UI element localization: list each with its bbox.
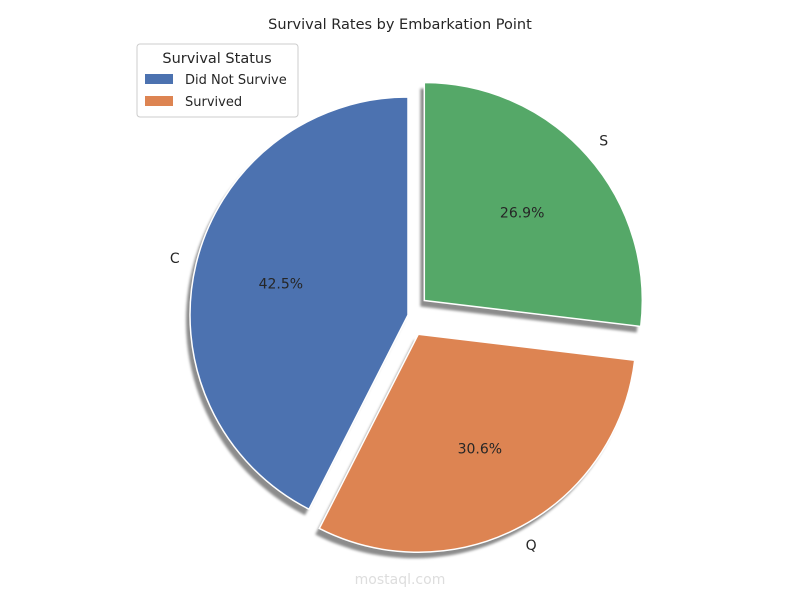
- legend: Survival Status Did Not Survive Survived: [136, 43, 299, 118]
- legend-label-did-not-survive: Did Not Survive: [185, 73, 287, 88]
- pie-slice-q: [318, 333, 636, 553]
- slice-labels: C 42.5% Q 30.6% S 26.9%: [170, 133, 608, 553]
- slice-percent-c: 42.5%: [259, 276, 303, 292]
- pie-slice-s: [423, 81, 644, 328]
- legend-swatch-survived: [145, 96, 173, 106]
- slice-label-q: Q: [526, 538, 537, 554]
- legend-swatch-did-not-survive: [145, 74, 173, 84]
- chart-title: Survival Rates by Embarkation Point: [268, 17, 532, 33]
- slice-label-s: S: [599, 133, 608, 149]
- slice-percent-q: 30.6%: [458, 442, 502, 458]
- legend-frame: [136, 43, 299, 118]
- pie-slices: [189, 81, 644, 553]
- slice-label-c: C: [170, 251, 180, 267]
- legend-label-survived: Survived: [185, 95, 242, 110]
- slice-percent-s: 26.9%: [500, 206, 544, 222]
- watermark-text: mostaql.com: [355, 572, 446, 588]
- legend-title: Survival Status: [162, 51, 271, 67]
- pie-slice-c: [189, 96, 409, 511]
